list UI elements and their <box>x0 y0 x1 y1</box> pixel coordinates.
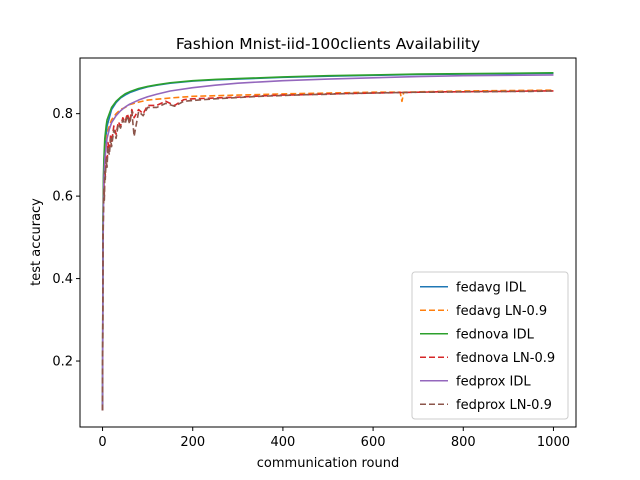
legend-label: fedprox IDL <box>456 374 531 389</box>
series-line-6 <box>101 90 554 411</box>
y-tick-label: 0.4 <box>52 272 73 287</box>
legend: fedavg IDL fedavg LN-0.9 fednova IDL fednov… <box>411 271 569 420</box>
legend-label: fedavg LN-0.9 <box>456 304 547 319</box>
legend-label: fedavg IDL <box>456 280 527 295</box>
x-tick-label: 1000 <box>537 435 570 450</box>
x-tick-label: 0 <box>98 435 106 450</box>
x-tick-label: 200 <box>180 435 205 450</box>
y-axis-label: test accuracy <box>29 198 44 286</box>
axes-frame <box>79 57 577 428</box>
series-line-3 <box>101 72 554 411</box>
y-axis: 0.2 0.4 0.6 0.8 <box>52 107 80 370</box>
legend-label: fedprox LN-0.9 <box>456 398 552 413</box>
x-tick-label: 400 <box>270 435 295 450</box>
plot-area <box>79 57 577 428</box>
y-tick-label: 0.8 <box>52 107 73 122</box>
x-tick-label: 600 <box>361 435 386 450</box>
series-line-5 <box>101 74 554 411</box>
x-axis: 0 200 400 600 800 1000 <box>98 427 570 450</box>
legend-label: fednova LN-0.9 <box>456 351 555 366</box>
chart-title: Fashion Mnist-iid-100clients Availabilit… <box>176 35 480 53</box>
y-tick-label: 0.2 <box>52 355 73 370</box>
y-tick-label: 0.6 <box>52 190 73 205</box>
series-layer <box>101 72 554 411</box>
legend-label: fednova IDL <box>456 327 535 342</box>
x-axis-label: communication round <box>257 456 399 471</box>
legend-box <box>411 271 569 420</box>
x-tick-label: 800 <box>451 435 476 450</box>
